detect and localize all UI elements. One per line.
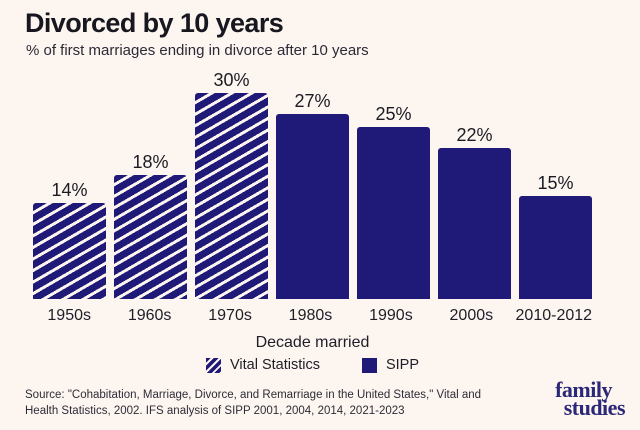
bar-2000s xyxy=(438,148,511,299)
family-studies-logo: family studies xyxy=(555,377,626,421)
bar-group-1960s: 18% xyxy=(114,70,187,299)
bar-1960s xyxy=(114,175,187,299)
bar-value-label-1970s: 30% xyxy=(213,70,250,90)
x-axis-label: Decade married xyxy=(255,334,370,351)
bar-group-2000s: 22% xyxy=(438,70,511,299)
x-tick-2000s: 2000s xyxy=(449,307,494,324)
legend-item-sipp: SIPP xyxy=(361,357,420,373)
source-note-line1: Source: "Cohabitation, Marriage, Divorce… xyxy=(25,389,482,401)
bar-value-label-1980s: 27% xyxy=(294,91,331,111)
x-tick-1990s: 1990s xyxy=(369,307,413,324)
legend: Vital Statistics SIPP xyxy=(33,357,592,373)
legend-item-vital-statistics: Vital Statistics xyxy=(205,357,320,373)
bar-1980s xyxy=(276,114,349,299)
bar-group-2010-2012: 15% xyxy=(519,70,592,299)
bar-value-label-1990s: 25% xyxy=(375,104,412,124)
chart-subtitle: % of first marriages ending in divorce a… xyxy=(26,42,369,59)
bar-value-label-2000s: 22% xyxy=(456,125,493,145)
x-tick-1970s: 1970s xyxy=(208,307,252,324)
legend-label-vital-statistics: Vital Statistics xyxy=(229,357,320,373)
source-note: Source: "Cohabitation, Marriage, Divorce… xyxy=(25,388,481,419)
logo-word-studies: studies xyxy=(563,395,626,421)
bar-1970s xyxy=(195,93,268,299)
x-tick-1950s: 1950s xyxy=(47,307,91,324)
chart-title: Divorced by 10 years xyxy=(25,8,284,38)
hatched-swatch-icon xyxy=(205,357,221,373)
bar-1990s xyxy=(357,127,430,299)
bar-value-label-2010-2012: 15% xyxy=(537,173,574,193)
bar-group-1970s: 30% xyxy=(195,70,268,299)
bar-group-1990s: 25% xyxy=(357,70,430,299)
bar-value-label-1960s: 18% xyxy=(132,152,169,172)
solid-swatch-icon xyxy=(361,357,377,373)
x-tick-1960s: 1960s xyxy=(127,307,172,324)
bar-group-1980s: 27% xyxy=(276,70,349,299)
legend-label-sipp: SIPP xyxy=(385,357,420,373)
x-tick-2010-2012: 2010-2012 xyxy=(515,307,593,324)
bar-group-1950s: 14% xyxy=(33,70,106,299)
bar-1950s xyxy=(33,203,106,299)
x-tick-1980s: 1980s xyxy=(288,307,333,324)
source-note-line2: Health Statistics, 2002. IFS analysis of… xyxy=(25,404,405,417)
bar-chart-plot: 14% 18% 30% 27% 25% 22% 15% xyxy=(33,70,592,299)
bar-2010-2012 xyxy=(519,196,592,299)
x-axis-ticks: 1950s 1960s 1970s 1980s 1990s 2000s 2010-2012 xyxy=(33,307,592,325)
bar-value-label-1950s: 14% xyxy=(51,180,88,200)
logo-word-family: family xyxy=(555,377,612,402)
